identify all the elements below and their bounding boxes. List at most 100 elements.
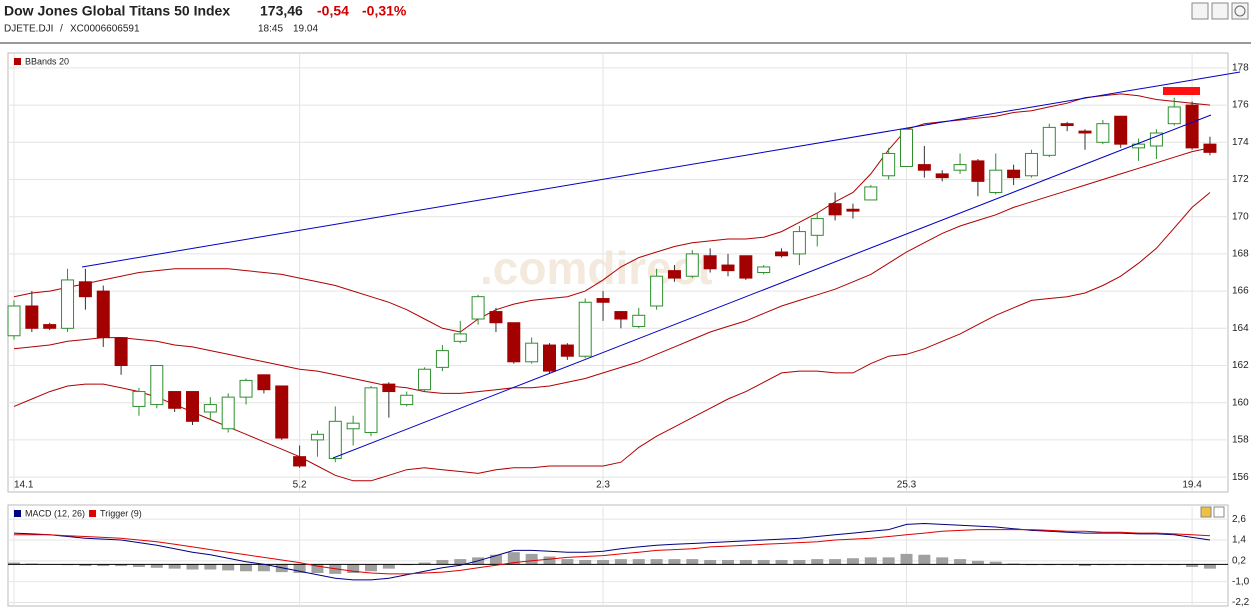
candle-body [917, 164, 931, 171]
index-title: Dow Jones Global Titans 50 Index [4, 3, 230, 19]
y-tick-label: 168 [1232, 249, 1249, 260]
histogram-bar [632, 559, 645, 565]
candle-body [382, 383, 396, 393]
histogram-bar [365, 564, 377, 572]
legend-label: Trigger (9) [100, 508, 142, 518]
macd-line [14, 529, 1211, 575]
y-tick-label: 158 [1232, 435, 1249, 446]
y-tick-label: 178 [1232, 63, 1249, 74]
candle-body [418, 368, 432, 391]
candle-body [685, 253, 699, 277]
candle-body [346, 422, 360, 430]
candle-body [435, 350, 449, 368]
y-tick-label: -2,2 [1232, 597, 1250, 608]
candle-body [543, 344, 556, 372]
histogram-bar [971, 560, 984, 565]
candle-body [1007, 169, 1021, 179]
candle-body [792, 231, 806, 255]
candle-body [168, 391, 182, 409]
candle-body [61, 279, 75, 329]
candle-body [596, 298, 610, 303]
histogram-bar [8, 562, 20, 565]
candle-body [650, 275, 664, 307]
histogram-bar [579, 559, 592, 565]
histogram-bar [382, 564, 395, 569]
drawings [81, 71, 1241, 459]
histogram-bar [150, 564, 163, 568]
trend-line [332, 114, 1212, 459]
legend-swatch [89, 510, 97, 517]
candle-body [971, 160, 985, 182]
candle-body [578, 301, 592, 357]
candle-body [882, 152, 896, 177]
candle-body [525, 342, 539, 363]
legend-label: BBands 20 [25, 56, 69, 66]
candle-body [828, 203, 842, 216]
histogram-bar [79, 564, 92, 567]
histogram-bar [829, 559, 842, 565]
histogram-bar [132, 564, 145, 567]
candle-body [471, 296, 485, 320]
clock-button[interactable] [1231, 2, 1249, 20]
marker [1163, 87, 1200, 95]
histogram-bar [686, 559, 699, 565]
macd-panel [7, 504, 1229, 607]
band-line [13, 192, 1211, 482]
legend-swatch [14, 510, 21, 517]
candle-body [1096, 123, 1110, 143]
panel-close-button[interactable] [1213, 506, 1225, 518]
y-tick-label: 2,6 [1232, 514, 1246, 525]
histogram-bar [561, 559, 574, 565]
candle-body [310, 433, 324, 441]
candle-body [114, 337, 128, 367]
candle-body [864, 186, 878, 201]
histogram-bar [347, 564, 360, 573]
candle-body [453, 333, 467, 342]
histogram-bar [757, 559, 770, 565]
y-tick-label: 1,4 [1232, 535, 1246, 546]
watermark: .comdirect [480, 242, 713, 294]
candle-body [560, 344, 574, 357]
candle-body [257, 374, 271, 391]
y-tick-label: 174 [1232, 137, 1249, 148]
panel-settings-button[interactable] [1200, 506, 1212, 518]
candle-body [1060, 123, 1074, 127]
candle-body [1024, 152, 1038, 177]
histogram-bar [811, 559, 824, 565]
symbol: DJETE.DJI [4, 24, 53, 35]
candle-body [364, 387, 378, 433]
candle-body [614, 311, 628, 320]
y-tick-label: 156 [1232, 472, 1249, 483]
histogram-bar [864, 557, 877, 565]
candle-body [7, 305, 21, 337]
candle-body [1114, 115, 1128, 145]
histogram-bar [97, 564, 110, 567]
histogram-bar [1203, 564, 1216, 569]
histogram-bar [257, 564, 270, 572]
candle-body [221, 396, 235, 430]
price-panel [7, 52, 1229, 493]
band-line [13, 93, 1211, 333]
histogram-bar [115, 564, 128, 567]
x-tick-label: 5.2 [293, 480, 307, 491]
chart-type-button[interactable] [1191, 2, 1209, 20]
y-tick-label: 170 [1232, 211, 1249, 222]
macd-line [13, 522, 1211, 581]
clock-icon [1234, 5, 1246, 17]
isin: XC0006606591 [70, 24, 140, 35]
candle-body [78, 281, 92, 298]
histogram-bar [418, 562, 431, 565]
news-button[interactable] [1211, 2, 1229, 20]
histogram-bar [168, 564, 181, 569]
histogram-bar [775, 559, 788, 565]
histogram-bar [543, 556, 556, 565]
y-tick-label: 172 [1232, 174, 1249, 185]
y-tick-label: 176 [1232, 100, 1249, 111]
x-tick-label: 14.1 [14, 480, 34, 491]
histogram-bar [436, 559, 449, 565]
y-tick-label: 0,2 [1232, 555, 1246, 566]
candle-body [507, 322, 521, 363]
y-tick-label: 166 [1232, 286, 1249, 297]
